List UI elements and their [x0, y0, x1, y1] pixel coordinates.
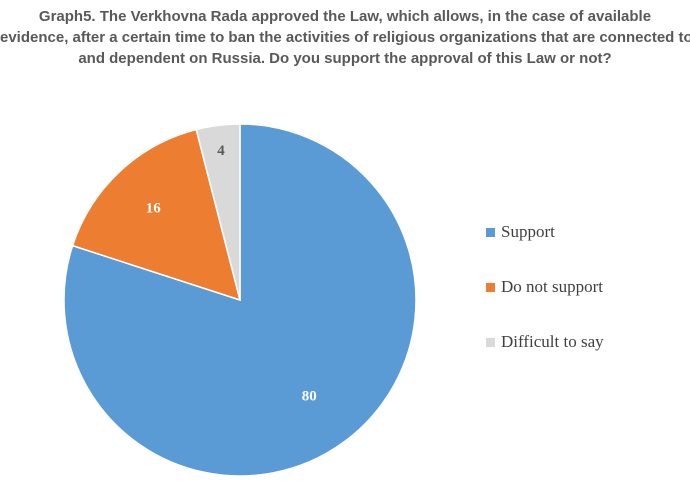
pie-slice-support — [63, 123, 417, 477]
legend-item-support: Support — [486, 222, 555, 242]
legend-swatch-do-not-support — [486, 282, 495, 292]
legend-label-difficult-to-say: Difficult to say — [501, 332, 604, 351]
pie-data-labels: 80 16 4 — [146, 143, 317, 405]
data-label-difficult-to-say: 4 — [217, 143, 225, 159]
chart-title: Graph5. The Verkhovna Rada approved the … — [0, 6, 690, 69]
data-label-do-not-support: 16 — [146, 201, 162, 217]
legend-item-difficult-to-say: Difficult to say — [486, 332, 604, 352]
data-label-support: 80 — [302, 388, 317, 404]
legend-label-do-not-support: Do not support — [501, 277, 603, 296]
pie-slice-difficult-to-say — [195, 123, 241, 301]
chart-title-line-2: evidence, after a certain time to ban th… — [0, 29, 690, 46]
chart-title-line-1: Graph5. The Verkhovna Rada approved the … — [38, 8, 652, 25]
legend-label-support: Support — [501, 222, 555, 241]
legend-swatch-difficult-to-say — [486, 337, 495, 347]
legend-item-do-not-support: Do not support — [486, 277, 603, 297]
pie-slices — [63, 123, 417, 477]
chart-title-line-3: and dependent on Russia. Do you support … — [78, 50, 612, 67]
legend-swatch-support — [486, 227, 495, 237]
pie-slice-do-not-support — [71, 128, 242, 302]
